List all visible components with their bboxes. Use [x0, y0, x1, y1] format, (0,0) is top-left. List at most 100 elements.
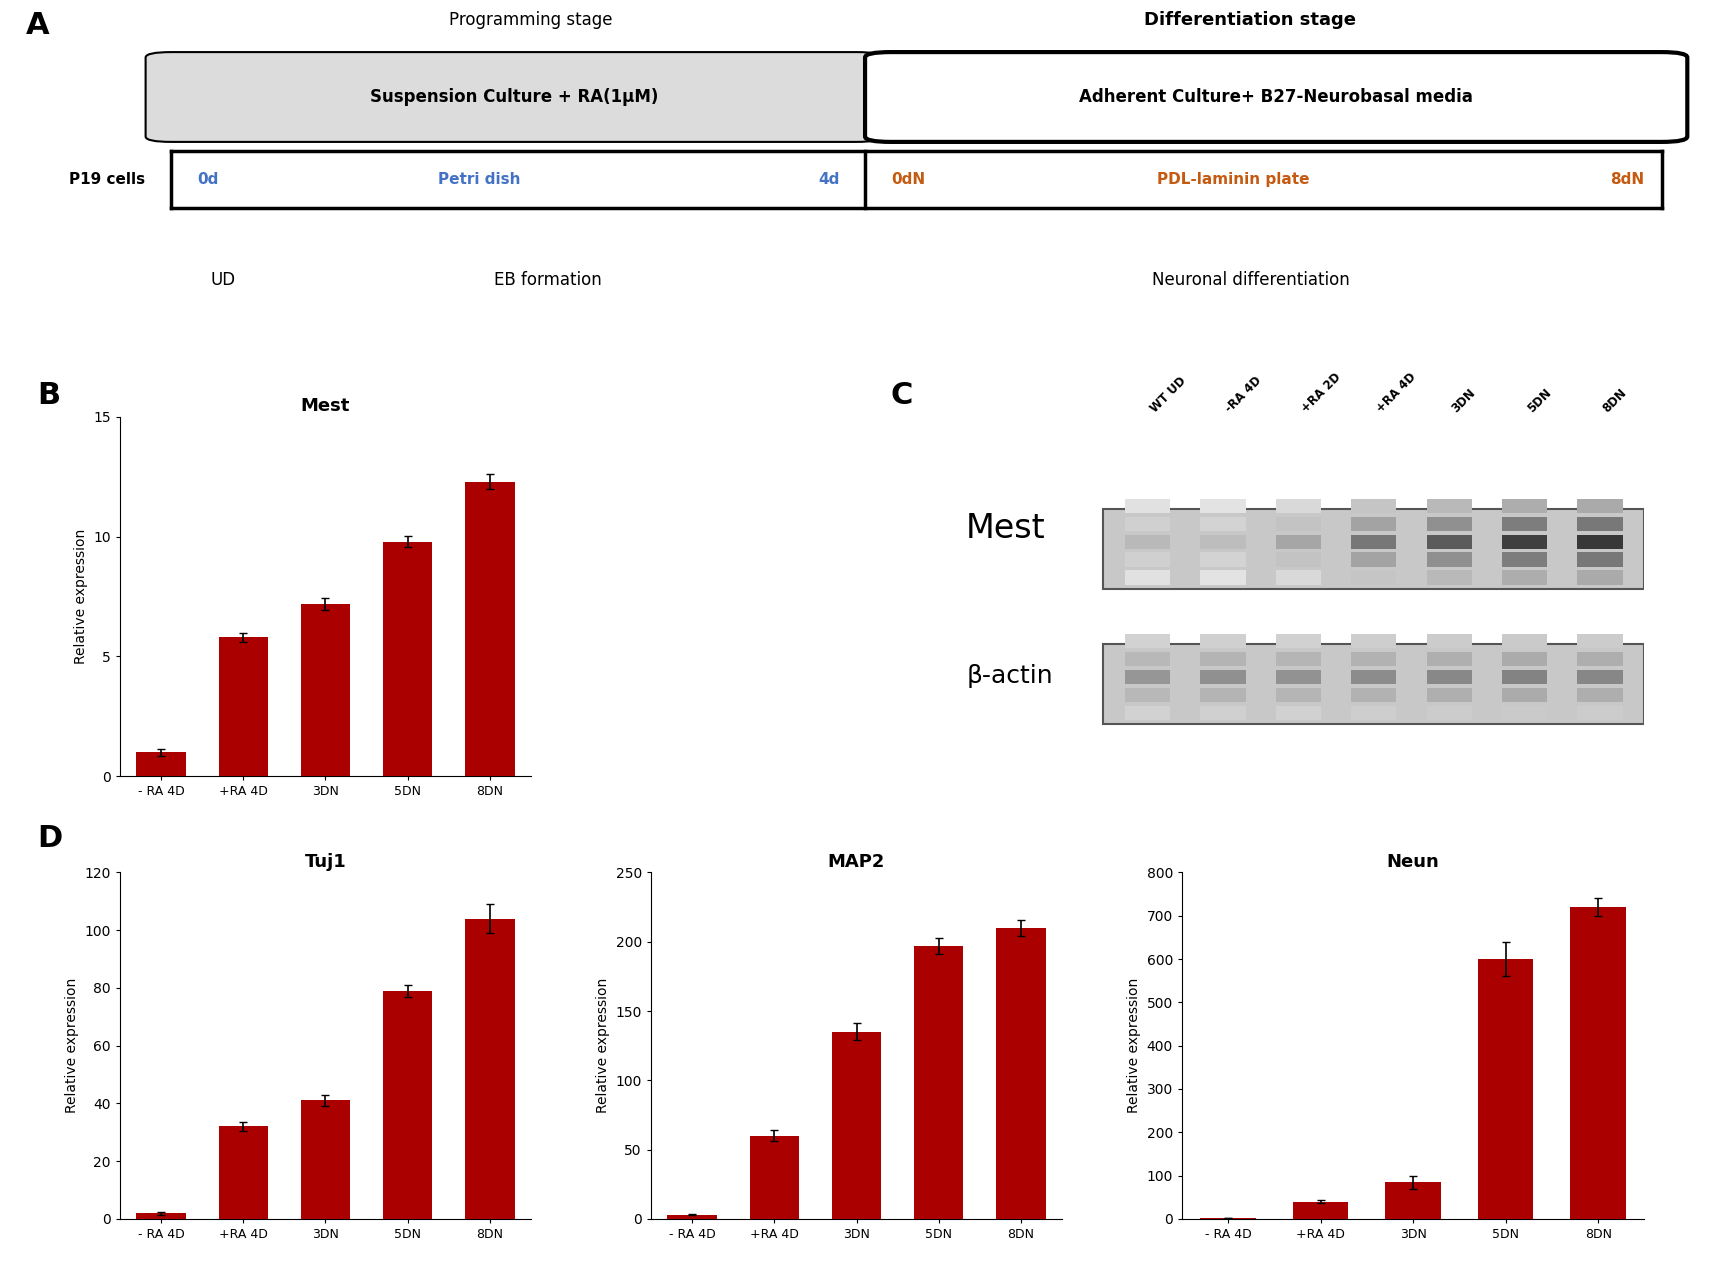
Text: B: B [38, 381, 60, 411]
Bar [1276, 517, 1321, 531]
Bar [301, 604, 349, 776]
Bar [1427, 571, 1471, 585]
Bar [1502, 670, 1547, 684]
Text: P19 cells: P19 cells [70, 172, 146, 187]
Text: D: D [38, 824, 63, 853]
Title: Tuj1: Tuj1 [305, 853, 346, 871]
Text: 0d: 0d [197, 172, 218, 187]
Bar [750, 1135, 798, 1219]
Text: Neuronal differentiation: Neuronal differentiation [1151, 271, 1350, 289]
Bar [137, 1214, 185, 1219]
Bar [1201, 688, 1245, 702]
Bar [1427, 517, 1471, 531]
Bar [1276, 571, 1321, 585]
Bar [1502, 553, 1547, 567]
Bar [1478, 960, 1533, 1219]
Text: PDL-laminin plate: PDL-laminin plate [1156, 172, 1310, 187]
Bar [1571, 907, 1626, 1219]
Bar [1276, 706, 1321, 720]
Y-axis label: Relative expression: Relative expression [74, 529, 87, 665]
Bar [1386, 1182, 1441, 1219]
Bar [1502, 499, 1547, 513]
Bar [1276, 499, 1321, 513]
Bar [1293, 1201, 1348, 1219]
Text: Programming stage: Programming stage [449, 10, 613, 28]
Bar [1276, 688, 1321, 702]
Text: 0dN: 0dN [891, 172, 925, 187]
Bar [1427, 670, 1471, 684]
Text: UD: UD [211, 271, 235, 289]
Text: C: C [891, 381, 913, 411]
Bar [1201, 571, 1245, 585]
Bar [1578, 553, 1622, 567]
Bar [1125, 535, 1170, 549]
Bar [1578, 688, 1622, 702]
Text: Differentiation stage: Differentiation stage [1144, 10, 1357, 28]
Text: WT UD: WT UD [1148, 375, 1189, 414]
Bar [1125, 553, 1170, 567]
Bar [1276, 652, 1321, 666]
Bar [1578, 535, 1622, 549]
Bar [915, 946, 963, 1219]
Bar [1352, 499, 1396, 513]
Bar [668, 1215, 716, 1219]
Bar [1276, 634, 1321, 648]
Text: A: A [26, 10, 50, 40]
Bar [1352, 652, 1396, 666]
Bar [1427, 634, 1471, 648]
Bar [1276, 670, 1321, 684]
Text: EB formation: EB formation [495, 271, 601, 289]
Text: -RA 4D: -RA 4D [1223, 373, 1264, 414]
Bar [1352, 517, 1396, 531]
Bar [1352, 535, 1396, 549]
Bar [1352, 634, 1396, 648]
Text: 5DN: 5DN [1525, 386, 1554, 414]
Bar [1427, 688, 1471, 702]
Bar [1502, 517, 1547, 531]
Bar [1427, 535, 1471, 549]
Bar [1427, 706, 1471, 720]
Bar [1427, 499, 1471, 513]
Bar [1502, 652, 1547, 666]
Bar [1352, 571, 1396, 585]
Y-axis label: Relative expression: Relative expression [1127, 978, 1141, 1114]
Bar [1103, 509, 1644, 589]
Bar [1578, 706, 1622, 720]
Bar [137, 752, 185, 776]
Bar [1276, 553, 1321, 567]
Bar [1578, 517, 1622, 531]
Y-axis label: Relative expression: Relative expression [596, 978, 610, 1114]
Text: 8DN: 8DN [1600, 386, 1629, 414]
Bar [1201, 553, 1245, 567]
Title: Mest: Mest [301, 398, 349, 416]
Bar [1502, 706, 1547, 720]
Bar [1201, 517, 1245, 531]
Bar [1427, 553, 1471, 567]
Bar [1201, 652, 1245, 666]
Bar [1578, 499, 1622, 513]
Bar [1352, 670, 1396, 684]
Bar [1125, 688, 1170, 702]
Bar [1578, 652, 1622, 666]
Text: 4d: 4d [819, 172, 839, 187]
Bar [1125, 670, 1170, 684]
Text: Petri dish: Petri dish [439, 172, 521, 187]
Bar [1578, 571, 1622, 585]
Bar [1103, 644, 1644, 724]
Bar [1352, 706, 1396, 720]
Text: Adherent Culture+ B27-Neurobasal media: Adherent Culture+ B27-Neurobasal media [1079, 89, 1473, 106]
FancyBboxPatch shape [146, 53, 882, 142]
Bar [219, 638, 267, 776]
Bar [1352, 553, 1396, 567]
Bar [219, 1126, 267, 1219]
Bar [301, 1101, 349, 1219]
Bar [1125, 634, 1170, 648]
Bar [997, 928, 1045, 1219]
Bar [1125, 652, 1170, 666]
Text: Mest: Mest [966, 512, 1045, 545]
Bar [1502, 571, 1547, 585]
Bar [1201, 535, 1245, 549]
Bar [1276, 535, 1321, 549]
Bar [833, 1032, 880, 1219]
Text: 3DN: 3DN [1449, 386, 1478, 414]
